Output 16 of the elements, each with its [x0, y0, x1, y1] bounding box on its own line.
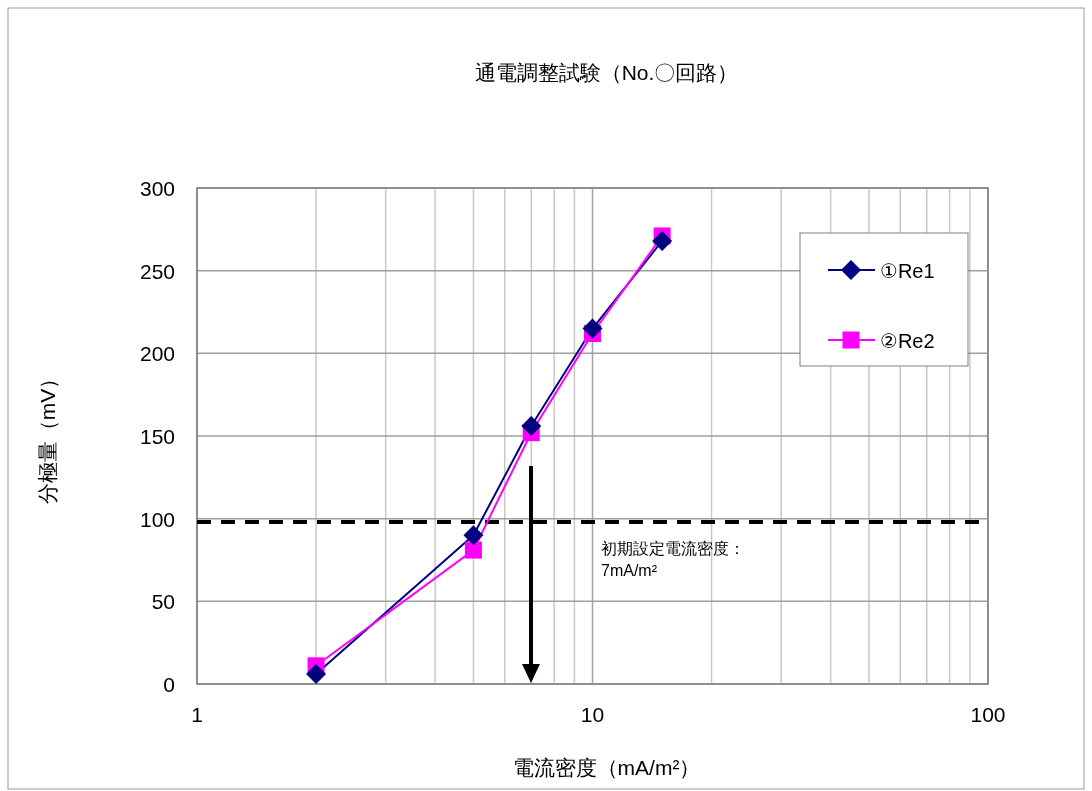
annotation: 初期設定電流密度： 7mA/m²	[601, 540, 745, 579]
x-tick-label: 100	[970, 703, 1006, 726]
y-tick-label: 0	[163, 673, 175, 696]
chart-title: 通電調整試験（No.〇回路）	[474, 61, 739, 84]
y-tick-label: 150	[139, 425, 175, 448]
y-tick-label: 200	[139, 342, 175, 366]
y-tick-label: 100	[139, 507, 175, 531]
y-axis-title: 分極量（mV）	[36, 367, 59, 505]
y-tick-label: 50	[151, 590, 175, 614]
y-tick-label: 250	[139, 259, 175, 283]
y-tick-label: 300	[139, 177, 175, 200]
x-tick-label: 1	[191, 703, 203, 726]
x-tick-label: 10	[580, 703, 605, 726]
legend-label: ①Re1	[880, 260, 935, 282]
x-axis-title: 電流密度（mA/m²）	[512, 756, 701, 779]
legend-label: ②Re2	[880, 330, 935, 352]
